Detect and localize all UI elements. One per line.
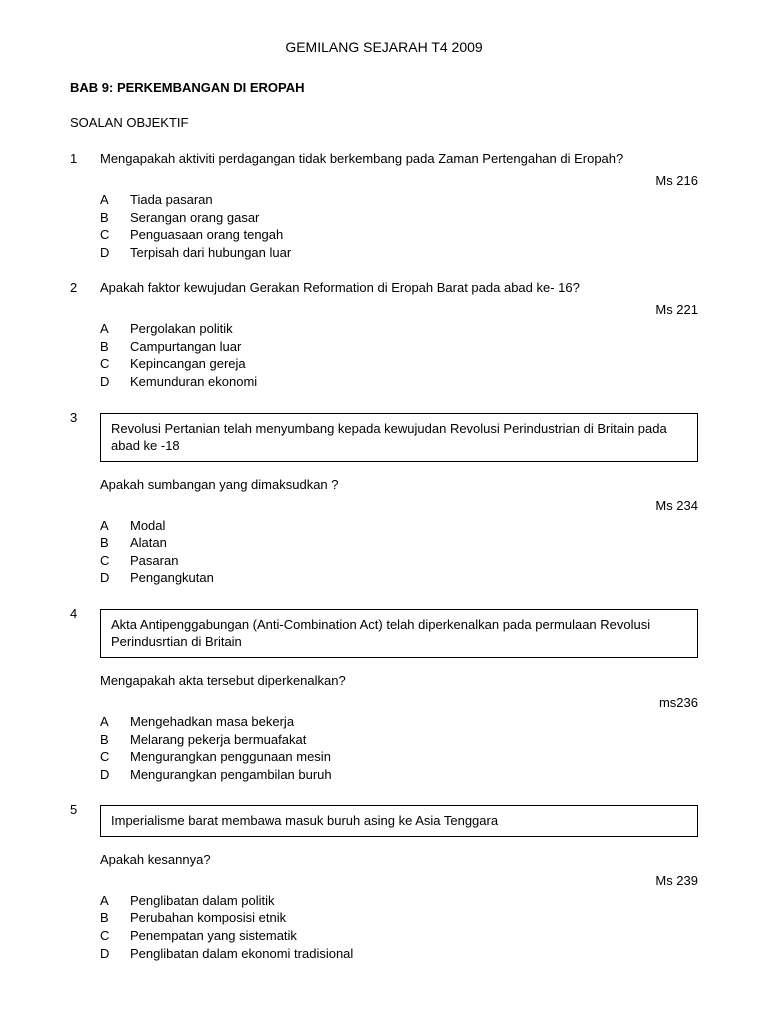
option-text: Penglibatan dalam politik	[130, 892, 275, 910]
section-title: SOALAN OBJEKTIF	[70, 114, 698, 132]
page-reference: Ms 216	[100, 172, 698, 190]
option-text: Kepincangan gereja	[130, 355, 246, 373]
option-letter: B	[100, 338, 130, 356]
option-text: Mengurangkan penggunaan mesin	[130, 748, 331, 766]
option-letter: D	[100, 244, 130, 262]
question-number: 3	[70, 409, 100, 587]
option-text: Kemunduran ekonomi	[130, 373, 257, 391]
question-number: 5	[70, 801, 100, 962]
options-list: AModal BAlatan CPasaran DPengangkutan	[100, 517, 698, 587]
option-letter: A	[100, 892, 130, 910]
question-1: 1 Mengapakah aktiviti perdagangan tidak …	[70, 150, 698, 261]
option-text: Melarang pekerja bermuafakat	[130, 731, 306, 749]
question-number: 1	[70, 150, 100, 261]
option-letter: B	[100, 731, 130, 749]
option-text: Perubahan komposisi etnik	[130, 909, 286, 927]
page-reference: Ms 221	[100, 301, 698, 319]
option-letter: A	[100, 517, 130, 535]
option-letter: A	[100, 713, 130, 731]
option-text: Terpisah dari hubungan luar	[130, 244, 291, 262]
question-3: 3 Revolusi Pertanian telah menyumbang ke…	[70, 409, 698, 587]
question-text: Mengapakah aktiviti perdagangan tidak be…	[100, 150, 698, 168]
question-number: 4	[70, 605, 100, 783]
option-letter: C	[100, 748, 130, 766]
option-text: Tiada pasaran	[130, 191, 213, 209]
options-list: AMengehadkan masa bekerja BMelarang peke…	[100, 713, 698, 783]
option-text: Pengangkutan	[130, 569, 214, 587]
option-text: Alatan	[130, 534, 167, 552]
option-letter: D	[100, 569, 130, 587]
question-2: 2 Apakah faktor kewujudan Gerakan Reform…	[70, 279, 698, 390]
options-list: APenglibatan dalam politik BPerubahan ko…	[100, 892, 698, 962]
chapter-title: BAB 9: PERKEMBANGAN DI EROPAH	[70, 79, 698, 97]
option-text: Penempatan yang sistematik	[130, 927, 297, 945]
question-box: Revolusi Pertanian telah menyumbang kepa…	[100, 413, 698, 462]
page-header: GEMILANG SEJARAH T4 2009	[70, 38, 698, 57]
option-text: Serangan orang gasar	[130, 209, 259, 227]
option-letter: C	[100, 355, 130, 373]
question-text: Apakah sumbangan yang dimaksudkan ?	[100, 476, 698, 494]
page-reference: Ms 239	[100, 872, 698, 890]
option-letter: D	[100, 766, 130, 784]
option-text: Pasaran	[130, 552, 178, 570]
option-letter: B	[100, 534, 130, 552]
options-list: ATiada pasaran BSerangan orang gasar CPe…	[100, 191, 698, 261]
question-box: Akta Antipenggabungan (Anti-Combination …	[100, 609, 698, 658]
options-list: APergolakan politik BCampurtangan luar C…	[100, 320, 698, 390]
option-letter: B	[100, 909, 130, 927]
option-letter: A	[100, 320, 130, 338]
question-number: 2	[70, 279, 100, 390]
option-text: Penguasaan orang tengah	[130, 226, 283, 244]
option-letter: B	[100, 209, 130, 227]
option-text: Modal	[130, 517, 165, 535]
question-box: Imperialisme barat membawa masuk buruh a…	[100, 805, 698, 837]
option-text: Mengurangkan pengambilan buruh	[130, 766, 332, 784]
option-letter: C	[100, 226, 130, 244]
page-reference: ms236	[100, 694, 698, 712]
option-letter: C	[100, 927, 130, 945]
page-reference: Ms 234	[100, 497, 698, 515]
question-text: Apakah kesannya?	[100, 851, 698, 869]
question-5: 5 Imperialisme barat membawa masuk buruh…	[70, 801, 698, 962]
option-text: Campurtangan luar	[130, 338, 241, 356]
option-text: Penglibatan dalam ekonomi tradisional	[130, 945, 353, 963]
option-letter: D	[100, 373, 130, 391]
option-text: Pergolakan politik	[130, 320, 233, 338]
question-text: Apakah faktor kewujudan Gerakan Reformat…	[100, 279, 698, 297]
option-letter: D	[100, 945, 130, 963]
question-text: Mengapakah akta tersebut diperkenalkan?	[100, 672, 698, 690]
option-text: Mengehadkan masa bekerja	[130, 713, 294, 731]
question-4: 4 Akta Antipenggabungan (Anti-Combinatio…	[70, 605, 698, 783]
option-letter: C	[100, 552, 130, 570]
option-letter: A	[100, 191, 130, 209]
